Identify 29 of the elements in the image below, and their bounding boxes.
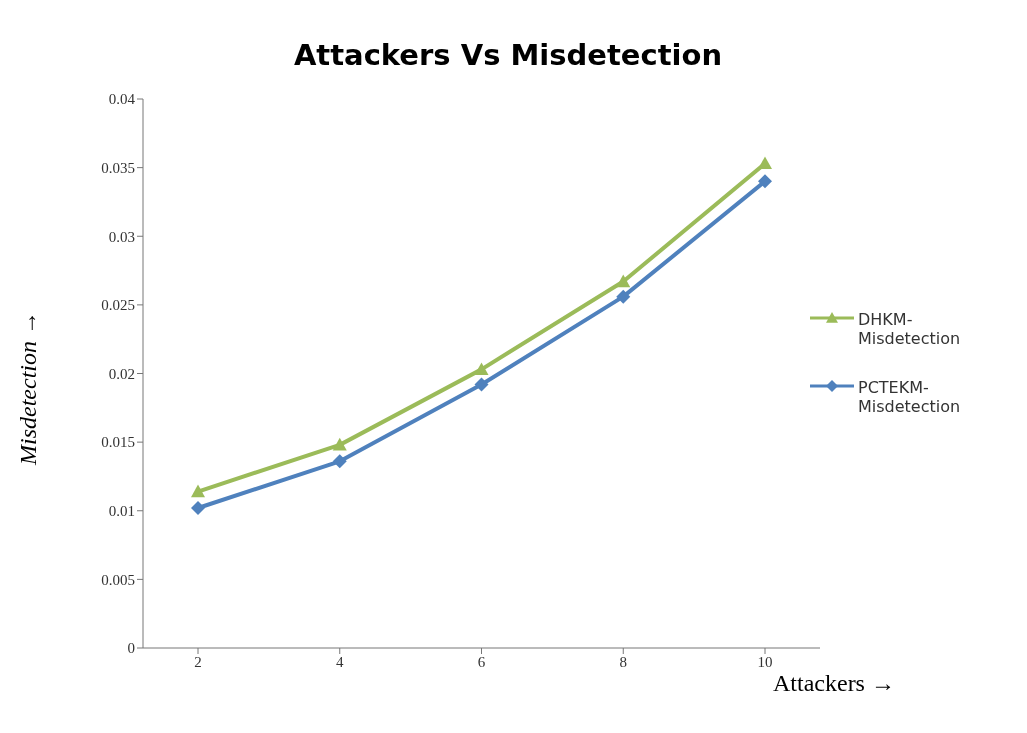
point: [758, 174, 772, 189]
y-axis-title: Misdetection →: [14, 311, 42, 465]
point: [191, 484, 205, 498]
legend-label: DHKM-Misdetection: [858, 310, 962, 348]
y-tick-label: 0.02: [108, 365, 135, 382]
point: [474, 377, 489, 392]
y-tick-label: 0.025: [101, 297, 135, 314]
x-tick-label: 8: [619, 653, 627, 670]
y-tick-label: 0.01: [108, 503, 135, 520]
point: [474, 362, 489, 375]
y-tick-label: 0.035: [101, 159, 135, 176]
point: [616, 274, 631, 288]
point: [332, 437, 347, 451]
point: [616, 289, 631, 304]
x-tick-label: 4: [336, 653, 344, 670]
legend-label: PCTEKM-Misdetection: [858, 378, 962, 416]
y-tick-label: 0.015: [101, 434, 135, 451]
point: [758, 156, 772, 170]
point: [191, 501, 205, 516]
x-tick-label: 6: [477, 653, 486, 670]
x-tick-label: 10: [757, 653, 773, 670]
y-tick-label: 0.03: [108, 228, 135, 245]
point: [332, 454, 347, 469]
y-tick-label: 0.005: [101, 571, 135, 588]
x-tick-label: 2: [194, 653, 202, 670]
x-axis-title: Attackers →: [773, 670, 895, 697]
y-tick-label: 0.04: [108, 91, 136, 108]
chart-title: Attackers Vs Misdetection: [292, 38, 724, 72]
y-tick-label: 0: [127, 640, 135, 657]
